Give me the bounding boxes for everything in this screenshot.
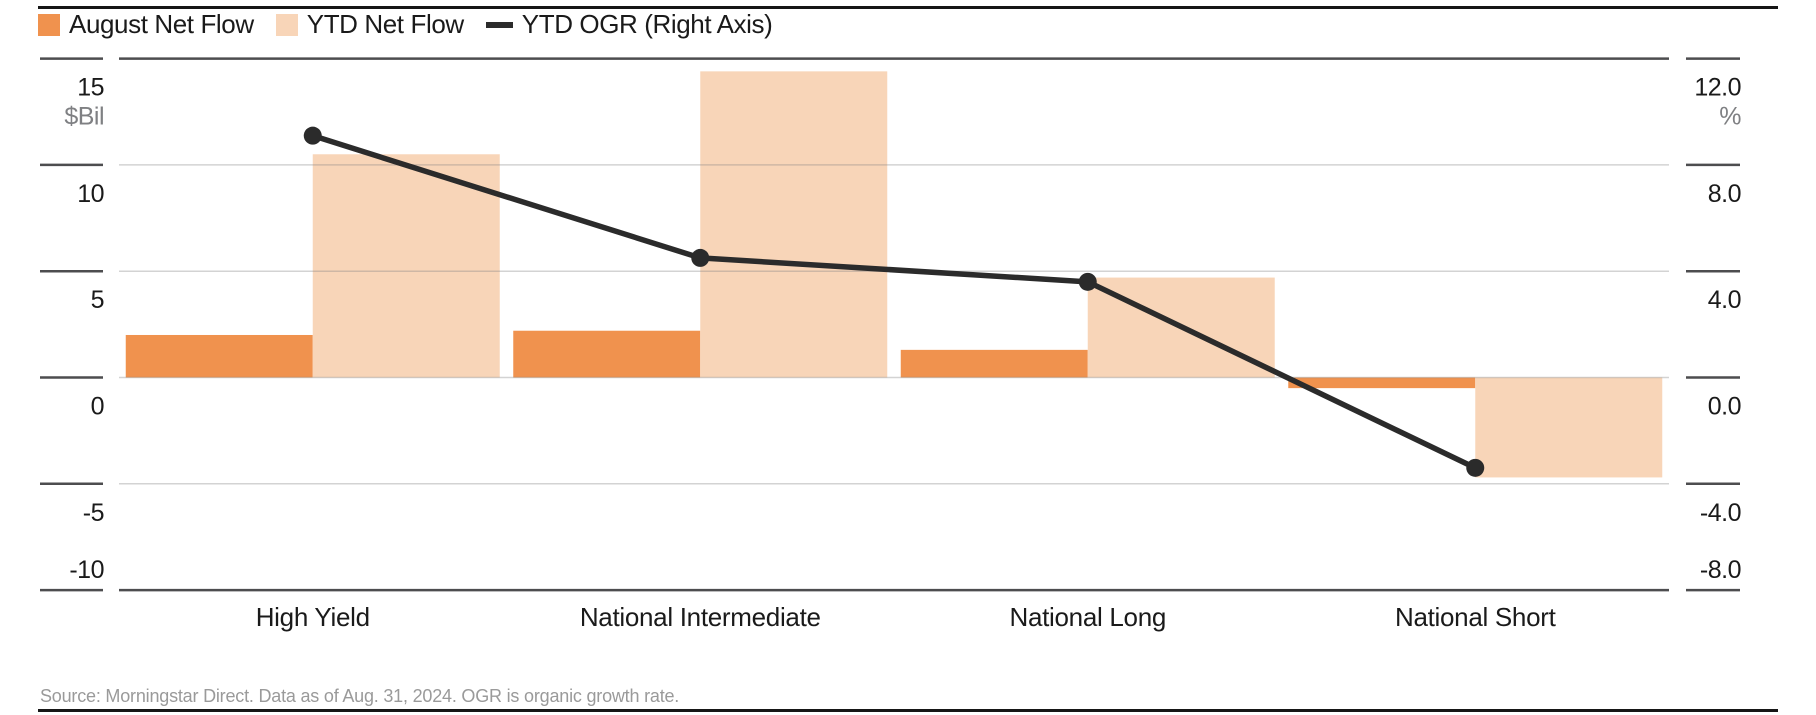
bar-august-net-flow [125, 334, 313, 378]
ogr-line-point [303, 126, 322, 145]
left-axis-tick-label: 5 [91, 286, 104, 314]
legend-item: YTD OGR (Right Axis) [485, 9, 773, 40]
ogr-line [311, 133, 1477, 471]
category-label: High Yield [256, 602, 370, 632]
bar-august-net-flow [1288, 377, 1476, 389]
category-label: National Short [1395, 602, 1557, 632]
category-label: National Intermediate [580, 602, 821, 632]
left-axis-tick-label: 10 [77, 180, 104, 208]
right-axis-tick-label: -8.0 [1700, 556, 1741, 584]
legend-item-label: August Net Flow [69, 9, 254, 39]
bar-august-net-flow [900, 349, 1088, 378]
right-axis-tick-label: 8.0 [1708, 180, 1741, 208]
right-axis-tick-label: 4.0 [1708, 286, 1741, 314]
category-label: National Long [1009, 602, 1166, 632]
ogr-line-point [1078, 272, 1097, 291]
left-axis-tick-label: 15 [77, 74, 104, 102]
right-axis-unit-label: % [1719, 103, 1741, 131]
bar-ytd-net-flow [700, 71, 888, 378]
bar-august-net-flow [513, 330, 701, 378]
legend-swatch-bar-0 [38, 13, 60, 36]
left-axis-tick-label: 0 [91, 393, 104, 421]
left-axis-unit-label: $Bil [64, 103, 104, 131]
bar-ytd-net-flow [1475, 377, 1663, 478]
right-axis-tick-label: 12.0 [1694, 74, 1741, 102]
source-note: Source: Morningstar Direct. Data as of A… [40, 686, 680, 706]
flows-ogr-chart: 15 12.0 $Bil % 10 8.0 5 4.0 0 0.0 -5 -4.0 -10 -8.0 Hig… [40, 57, 1742, 632]
bar-ytd-net-flow [312, 154, 500, 378]
left-axis-tick-label: -10 [69, 556, 104, 584]
legend-item-label: YTD OGR (Right Axis) [521, 9, 773, 39]
right-axis-tick-label: 0.0 [1708, 393, 1741, 421]
legend-item: August Net Flow [38, 9, 254, 40]
right-axis-tick-label: -4.0 [1700, 499, 1741, 527]
legend-swatch-line-2 [485, 21, 513, 28]
ogr-line-point [1466, 458, 1485, 477]
top-divider [38, 6, 1778, 9]
left-axis-tick-label: -5 [83, 499, 104, 527]
ogr-line-point [691, 248, 710, 267]
chart-legend: August Net Flow YTD Net Flow YTD OGR (Righ… [38, 9, 773, 40]
bottom-divider [38, 709, 1778, 712]
legend-item: YTD Net Flow [275, 9, 464, 40]
legend-item-label: YTD Net Flow [306, 9, 464, 39]
legend-swatch-bar-1 [275, 13, 298, 36]
